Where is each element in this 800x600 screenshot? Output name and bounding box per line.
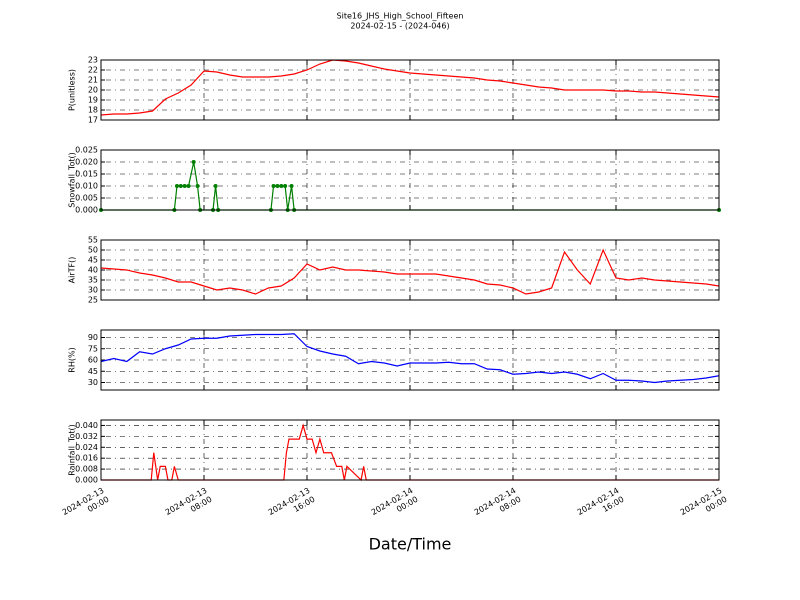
y-tick-label: 18	[88, 106, 98, 115]
y-tick-label: 25	[88, 296, 98, 305]
y-tick-label: 0.000	[75, 206, 98, 215]
data-point	[182, 184, 187, 188]
y-tick-label: 23	[88, 56, 98, 65]
y-axis-label: AirTF()	[68, 257, 77, 284]
plot-frame	[100, 329, 720, 391]
y-tick-label: 21	[88, 76, 98, 85]
y-tick-label: 0.024	[75, 443, 98, 452]
data-point	[271, 184, 276, 188]
y-tick-label: 90	[88, 333, 98, 342]
data-point	[213, 184, 218, 188]
y-axis-label: Snowfall_Tot()	[68, 152, 77, 208]
data-point	[289, 184, 294, 188]
y-tick-label: 75	[88, 344, 98, 353]
y-tick-label: 0.008	[75, 465, 98, 474]
y-tick-label: 45	[88, 367, 98, 376]
y-tick-label: 22	[88, 66, 98, 75]
chart-title: Site16_JHS_High_School_Fifteen	[337, 12, 464, 21]
y-tick-label: 17	[88, 116, 98, 125]
data-point	[195, 184, 200, 188]
y-tick-label: 0.040	[75, 421, 98, 430]
y-tick-label: 40	[88, 266, 98, 275]
data-point	[174, 184, 179, 188]
plot-frame	[100, 59, 720, 121]
plot-frame	[100, 419, 720, 481]
data-point	[283, 184, 288, 188]
y-tick-label: 45	[88, 256, 98, 265]
plot-frame	[100, 239, 720, 301]
data-line	[100, 248, 720, 295]
y-axis-label: P(unitless)	[68, 69, 77, 111]
y-tick-label: 0.000	[75, 476, 98, 485]
data-point	[279, 184, 284, 188]
y-tick-label: 0.016	[75, 454, 98, 463]
data-point	[191, 160, 196, 164]
y-tick-label: 0.020	[75, 158, 98, 167]
y-tick-label: 0.015	[75, 170, 98, 179]
y-tick-label: 19	[88, 96, 98, 105]
data-point	[275, 184, 280, 188]
y-tick-label: 55	[88, 236, 98, 245]
y-tick-label: 50	[88, 246, 98, 255]
y-axis-label: RH(%)	[68, 347, 77, 372]
data-point	[186, 184, 191, 188]
chart-subtitle: 2024-02-15 - (2024-046)	[350, 22, 449, 31]
y-tick-label: 0.010	[75, 182, 98, 191]
data-point	[178, 184, 183, 188]
data-line	[100, 333, 720, 384]
y-tick-label: 30	[88, 378, 98, 387]
y-tick-label: 0.005	[75, 194, 98, 203]
y-tick-label: 0.025	[75, 146, 98, 155]
y-tick-label: 0.032	[75, 432, 98, 441]
plot-frame	[100, 149, 720, 211]
data-line	[100, 59, 720, 116]
x-axis-label: Date/Time	[369, 535, 452, 554]
y-tick-label: 60	[88, 356, 98, 365]
y-axis-label: Rainfall_Tot()	[68, 424, 77, 476]
y-tick-label: 20	[88, 86, 98, 95]
data-line	[101, 423, 719, 482]
y-tick-label: 35	[88, 276, 98, 285]
y-tick-label: 30	[88, 286, 98, 295]
